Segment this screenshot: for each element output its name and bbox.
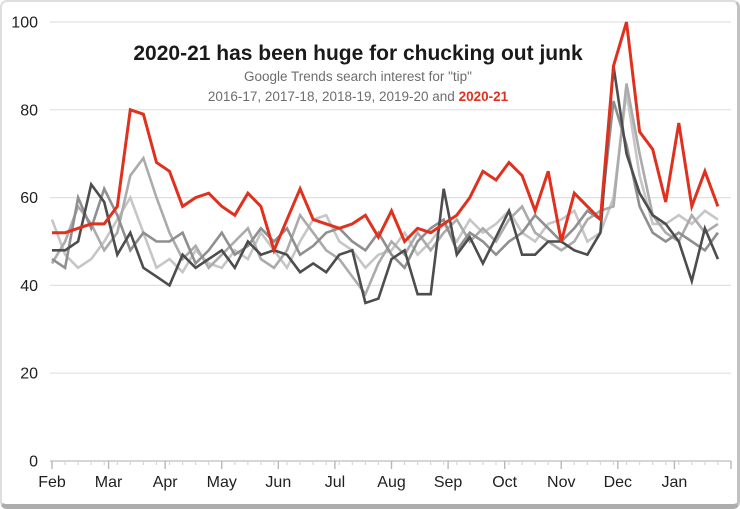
- x-month-label-jul: Jul: [325, 474, 345, 491]
- x-month-label-dec: Dec: [604, 474, 632, 491]
- y-tick-label-0: 0: [29, 454, 38, 471]
- x-month-label-oct: Oct: [492, 474, 517, 491]
- y-tick-label-80: 80: [20, 102, 38, 119]
- x-month-label-aug: Aug: [377, 474, 405, 491]
- series-line-2017-18: [50, 83, 719, 297]
- x-month-label-sep: Sep: [434, 474, 463, 491]
- x-month-label-nov: Nov: [547, 474, 575, 491]
- y-tick-label-40: 40: [20, 278, 38, 295]
- x-month-label-mar: Mar: [95, 474, 123, 491]
- x-month-label-jun: Jun: [265, 474, 291, 491]
- x-month-label-feb: Feb: [38, 474, 66, 491]
- y-tick-label-60: 60: [20, 190, 38, 207]
- y-tick-label-20: 20: [20, 366, 38, 383]
- x-month-label-apr: Apr: [153, 474, 179, 491]
- x-month-label-jan: Jan: [662, 474, 688, 491]
- x-month-label-may: May: [207, 474, 237, 491]
- y-tick-label-100: 100: [11, 15, 38, 32]
- series-line-2020-21: [52, 21, 720, 255]
